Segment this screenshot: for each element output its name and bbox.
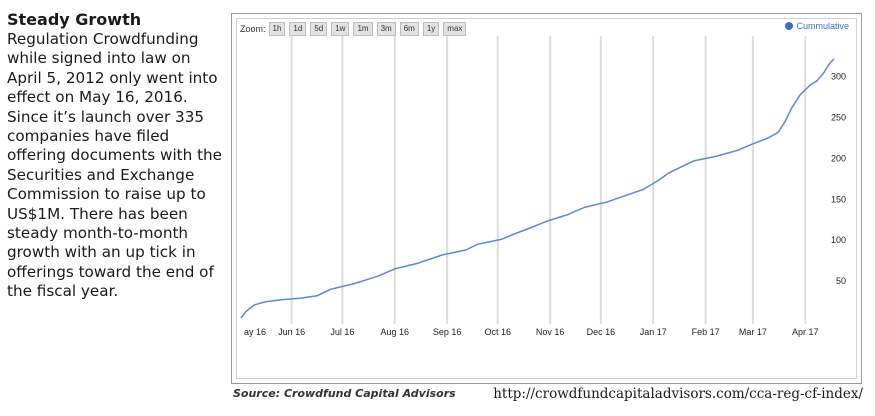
series-point bbox=[752, 143, 754, 145]
legend-label: Cummulative bbox=[796, 21, 849, 31]
series-point bbox=[477, 244, 479, 246]
series-point bbox=[465, 249, 467, 251]
series-point bbox=[823, 72, 825, 74]
x-tick-label: Jan 17 bbox=[640, 327, 667, 337]
chart-plot: ay 16 Jun 16 Jul 16 Aug 16 Sep 16 Oct 16 Nov 1… bbox=[240, 36, 846, 337]
series-point bbox=[767, 137, 769, 139]
series-point bbox=[810, 84, 812, 86]
series-point bbox=[330, 288, 332, 290]
x-tick-label: Jul 16 bbox=[330, 327, 354, 337]
x-tick-label: Apr 17 bbox=[792, 327, 819, 337]
legend-marker-icon bbox=[785, 22, 794, 30]
series-line-cummulative bbox=[240, 58, 835, 319]
series-point bbox=[583, 207, 585, 209]
series-point bbox=[737, 149, 739, 151]
series-point bbox=[548, 220, 550, 222]
series-point bbox=[717, 155, 719, 157]
series-point bbox=[279, 299, 281, 301]
series-point bbox=[254, 304, 256, 306]
series-point bbox=[512, 234, 514, 236]
series-point bbox=[529, 227, 531, 229]
series-point bbox=[833, 58, 835, 60]
series-point bbox=[266, 301, 268, 303]
chart-panel: Zoom: 1h 1d 5d 1w 1m 3m 6m 1y max Cummul… bbox=[231, 13, 862, 384]
series-point bbox=[791, 107, 793, 109]
zoom-label: Zoom: bbox=[240, 24, 266, 34]
series-point bbox=[240, 317, 242, 319]
zoom-button-1m[interactable]: 1m bbox=[353, 22, 373, 36]
series-point bbox=[418, 262, 420, 264]
series-point bbox=[441, 254, 443, 256]
y-tick-label: 300 bbox=[831, 72, 846, 82]
chart-legend[interactable]: Cummulative bbox=[785, 21, 849, 31]
series-point bbox=[394, 268, 396, 270]
y-tick-label: 50 bbox=[836, 276, 846, 286]
chart-inner-border bbox=[236, 18, 857, 379]
series-point bbox=[828, 64, 830, 66]
zoom-button-1w[interactable]: 1w bbox=[331, 22, 350, 36]
series-point bbox=[693, 160, 695, 162]
y-tick-label: 200 bbox=[831, 153, 846, 163]
zoom-bar: Zoom: 1h 1d 5d 1w 1m 3m 6m 1y max bbox=[240, 21, 470, 37]
x-tick-label: Dec 16 bbox=[587, 327, 616, 337]
series-point bbox=[668, 172, 670, 174]
x-tick-label: Oct 16 bbox=[485, 327, 512, 337]
series-point bbox=[784, 121, 786, 123]
x-tick-label: Aug 16 bbox=[380, 327, 409, 337]
x-tick-label: Sep 16 bbox=[433, 327, 462, 337]
x-tick-label: Nov 16 bbox=[536, 327, 565, 337]
source-url[interactable]: http://crowdfundcapitaladvisors.com/cca-… bbox=[493, 386, 863, 402]
series-point bbox=[566, 214, 568, 216]
series-point bbox=[625, 194, 627, 196]
series-point bbox=[500, 239, 502, 241]
sidebar-body: Regulation Crowdfunding while signed int… bbox=[7, 30, 222, 301]
series-point bbox=[642, 189, 644, 191]
series-point bbox=[816, 80, 818, 82]
series-point bbox=[316, 295, 318, 297]
series-point bbox=[657, 180, 659, 182]
series-point bbox=[799, 94, 801, 96]
sidebar: Steady Growth Regulation Crowdfunding wh… bbox=[7, 10, 222, 302]
zoom-button-1d[interactable]: 1d bbox=[289, 22, 307, 36]
series-point bbox=[607, 201, 609, 203]
zoom-button-1h[interactable]: 1h bbox=[268, 22, 286, 36]
zoom-button-max[interactable]: max bbox=[443, 22, 467, 36]
series-point bbox=[777, 132, 779, 134]
x-tick-label: ay 16 bbox=[244, 327, 266, 337]
x-tick-label: Mar 17 bbox=[739, 327, 767, 337]
series-point bbox=[377, 275, 379, 277]
zoom-button-5d[interactable]: 5d bbox=[310, 22, 328, 36]
y-tick-label: 150 bbox=[831, 194, 846, 204]
series-point bbox=[245, 311, 247, 313]
x-tick-label: Jun 16 bbox=[278, 327, 305, 337]
zoom-button-6m[interactable]: 6m bbox=[399, 22, 419, 36]
sidebar-title: Steady Growth bbox=[7, 10, 142, 29]
series-point bbox=[299, 297, 301, 299]
zoom-button-1y[interactable]: 1y bbox=[422, 22, 440, 36]
series-point bbox=[353, 283, 355, 285]
zoom-button-3m[interactable]: 3m bbox=[376, 22, 396, 36]
source-caption: Source: Crowdfund Capital Advisors bbox=[233, 387, 456, 400]
x-tick-label: Feb 17 bbox=[692, 327, 720, 337]
y-tick-label: 250 bbox=[831, 113, 846, 123]
y-tick-label: 100 bbox=[831, 235, 846, 245]
series-point bbox=[681, 166, 683, 168]
